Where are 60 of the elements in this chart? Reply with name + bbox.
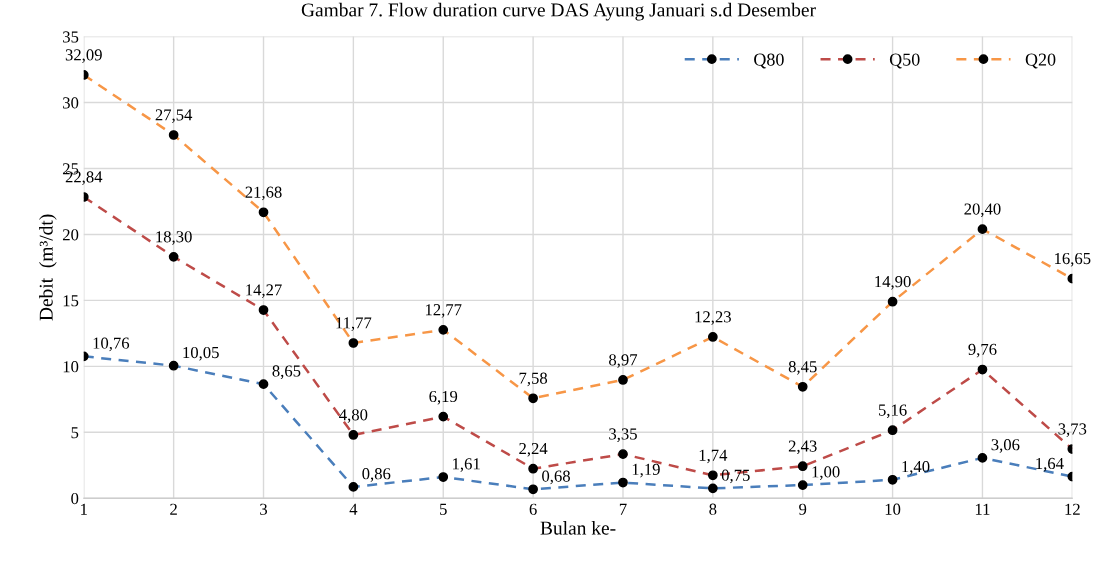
data-label: 2,43	[788, 440, 817, 455]
x-tick-label: 4	[349, 503, 358, 515]
data-label: 3,73	[1058, 423, 1087, 437]
data-label: 3,35	[609, 428, 637, 442]
x-tick-label: 2	[170, 503, 177, 515]
x-axis-title: Bulan ke-	[540, 521, 616, 535]
y-tick-label: 10	[63, 361, 79, 373]
data-label: 2,24	[519, 443, 548, 457]
data-label: 1,40	[902, 460, 930, 475]
data-label: 18,30	[156, 231, 192, 245]
data-label: 5,16	[878, 404, 907, 419]
x-tick-label: 11	[975, 503, 990, 515]
x-tick-label: 3	[260, 503, 268, 515]
x-tick-label: 12	[1065, 503, 1080, 515]
data-label: 16,65	[1055, 252, 1091, 267]
x-tick-label: 8	[709, 503, 717, 515]
y-tick-label: 35	[63, 31, 79, 43]
data-label: 12,77	[425, 304, 462, 318]
data-label: 1,00	[812, 466, 840, 480]
legend-label: Q80	[754, 53, 784, 69]
x-tick-label: 1	[81, 503, 87, 515]
data-label: 8,97	[609, 354, 638, 368]
y-tick-label: 20	[62, 229, 79, 241]
data-label: 6,19	[429, 390, 458, 405]
data-label: 7,58	[519, 372, 548, 387]
data-label: 20,40	[964, 203, 1001, 218]
data-label: 0,86	[362, 468, 391, 482]
x-tick-label: 9	[799, 503, 807, 515]
data-label: 10,05	[183, 346, 219, 361]
data-label: 4,80	[339, 409, 368, 423]
data-label: 11,77	[336, 317, 372, 331]
y-tick-label: 30	[63, 97, 79, 109]
x-tick-label: 7	[619, 503, 627, 515]
data-label: 0,68	[542, 470, 570, 485]
y-tick-label: 5	[71, 427, 79, 439]
data-label: 1,19	[632, 463, 660, 478]
data-label: 3,06	[991, 439, 1020, 453]
data-label: 1,64	[1036, 457, 1064, 472]
legend-label: Q20	[1025, 53, 1056, 69]
x-tick-label: 5	[440, 503, 447, 515]
data-label: 1,61	[453, 458, 480, 472]
data-label: 10,76	[93, 337, 130, 352]
data-label: 14,90	[875, 275, 911, 290]
x-tick-label: 6	[529, 503, 537, 515]
data-label: 0,75	[721, 469, 750, 484]
data-label: 12,23	[695, 311, 731, 325]
data-label: 1,74	[699, 449, 728, 464]
chart-title: Gambar 7. Flow duration curve DAS Ayung Januari s.d Desember	[301, 2, 816, 21]
data-label: 8,65	[272, 365, 301, 380]
data-label: 21,68	[245, 186, 282, 201]
data-label: 32,09	[65, 49, 102, 63]
y-axis-title: Debit (m³/dt)	[39, 214, 57, 321]
x-tick-label: 10	[885, 503, 901, 515]
data-label: 9,76	[968, 343, 997, 358]
data-label: 27,54	[155, 109, 193, 123]
legend-label: Q50	[889, 53, 920, 69]
data-label: 14,27	[246, 284, 282, 298]
y-tick-label: 15	[63, 295, 79, 307]
data-label: 8,45	[788, 361, 817, 375]
y-tick-label: 0	[71, 492, 79, 505]
